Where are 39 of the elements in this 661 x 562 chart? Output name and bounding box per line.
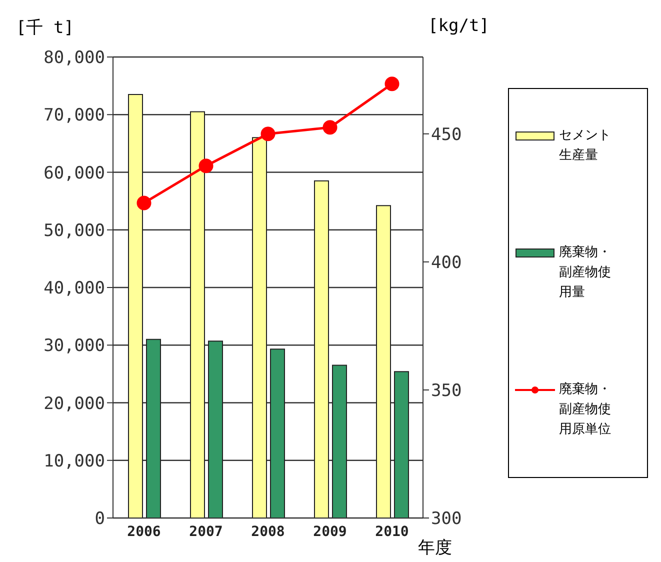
bar: [252, 137, 267, 518]
point: [384, 76, 400, 92]
x-tick-label: 2009: [313, 524, 347, 540]
x-tick-label: 2007: [189, 524, 223, 540]
x-tick-label: 2006: [127, 524, 161, 540]
bar: [376, 205, 391, 518]
x-tick-label: 2008: [251, 524, 285, 540]
y2-tick-label: 400: [431, 252, 462, 273]
y-tick-label: 50,000: [44, 220, 105, 241]
point: [322, 120, 338, 135]
bar: [314, 180, 329, 518]
y-tick-label: 80,000: [44, 48, 105, 68]
x-axis-title: 年度: [418, 537, 452, 559]
y2-tick-label: 350: [431, 380, 462, 401]
bar: [270, 348, 285, 518]
bar: [394, 371, 409, 518]
y-tick-label: 70,000: [44, 106, 105, 126]
bar: [332, 364, 347, 518]
bar: [146, 338, 161, 518]
x-tick-label: 2010: [375, 524, 409, 540]
y2-axis-title: [kg/t]: [428, 16, 490, 36]
y-tick-label: 60,000: [44, 163, 105, 184]
y-tick-label: 30,000: [44, 336, 105, 356]
point: [260, 126, 276, 142]
y2-tick-label: 300: [431, 509, 462, 530]
bar: [208, 340, 223, 518]
legend-label: セメント生産量: [559, 127, 612, 165]
point: [198, 158, 214, 174]
y-tick-label: 20,000: [44, 394, 105, 414]
y-tick-label: 0: [94, 509, 105, 530]
y-tick-label: 40,000: [44, 278, 105, 299]
y-tick-label: 10,000: [44, 451, 105, 472]
legend-label: 廃棄物・副産物使用原単位: [559, 381, 612, 439]
y2-tick-label: 450: [431, 124, 462, 145]
legend-label: 廃棄物・副産物使用量: [559, 244, 612, 302]
bar: [128, 94, 143, 518]
y-axis-title: [千 t]: [16, 17, 74, 39]
bar: [190, 111, 205, 518]
point: [136, 196, 152, 210]
